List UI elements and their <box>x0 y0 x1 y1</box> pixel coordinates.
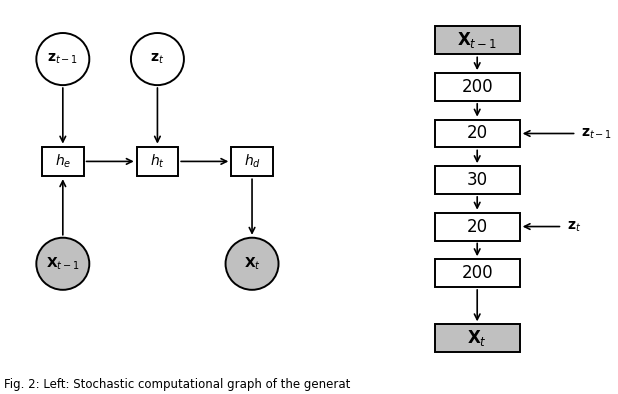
Text: $h_t$: $h_t$ <box>150 153 165 170</box>
FancyBboxPatch shape <box>42 147 83 176</box>
Text: $\mathbf{X}_{t-1}$: $\mathbf{X}_{t-1}$ <box>46 256 80 272</box>
FancyBboxPatch shape <box>434 26 520 54</box>
Text: $\mathbf{X}_t$: $\mathbf{X}_t$ <box>467 328 487 348</box>
Text: $h_e$: $h_e$ <box>54 153 71 170</box>
FancyBboxPatch shape <box>137 147 178 176</box>
FancyBboxPatch shape <box>434 324 520 352</box>
FancyBboxPatch shape <box>434 259 520 287</box>
Text: Fig. 2: Left: Stochastic computational graph of the generat: Fig. 2: Left: Stochastic computational g… <box>4 378 350 391</box>
Text: $\mathbf{z}_{t-1}$: $\mathbf{z}_{t-1}$ <box>582 126 612 141</box>
FancyBboxPatch shape <box>434 213 520 240</box>
Text: $\mathbf{z}_t$: $\mathbf{z}_t$ <box>567 219 582 234</box>
Text: 20: 20 <box>467 217 488 236</box>
Text: $\mathbf{X}_t$: $\mathbf{X}_t$ <box>243 256 261 272</box>
Text: 200: 200 <box>462 264 493 282</box>
FancyBboxPatch shape <box>231 147 273 176</box>
Text: $h_d$: $h_d$ <box>243 153 261 170</box>
Text: 20: 20 <box>467 125 488 143</box>
Text: 30: 30 <box>467 171 488 189</box>
Text: $\mathbf{X}_{t-1}$: $\mathbf{X}_{t-1}$ <box>457 30 497 50</box>
Circle shape <box>36 238 90 290</box>
FancyBboxPatch shape <box>434 166 520 194</box>
Text: $\mathbf{z}_t$: $\mathbf{z}_t$ <box>150 52 164 66</box>
Text: 200: 200 <box>462 78 493 96</box>
Text: $\mathbf{z}_{t-1}$: $\mathbf{z}_{t-1}$ <box>47 52 78 66</box>
Circle shape <box>36 33 90 85</box>
FancyBboxPatch shape <box>434 119 520 147</box>
FancyBboxPatch shape <box>434 73 520 101</box>
Circle shape <box>131 33 184 85</box>
Circle shape <box>226 238 279 290</box>
